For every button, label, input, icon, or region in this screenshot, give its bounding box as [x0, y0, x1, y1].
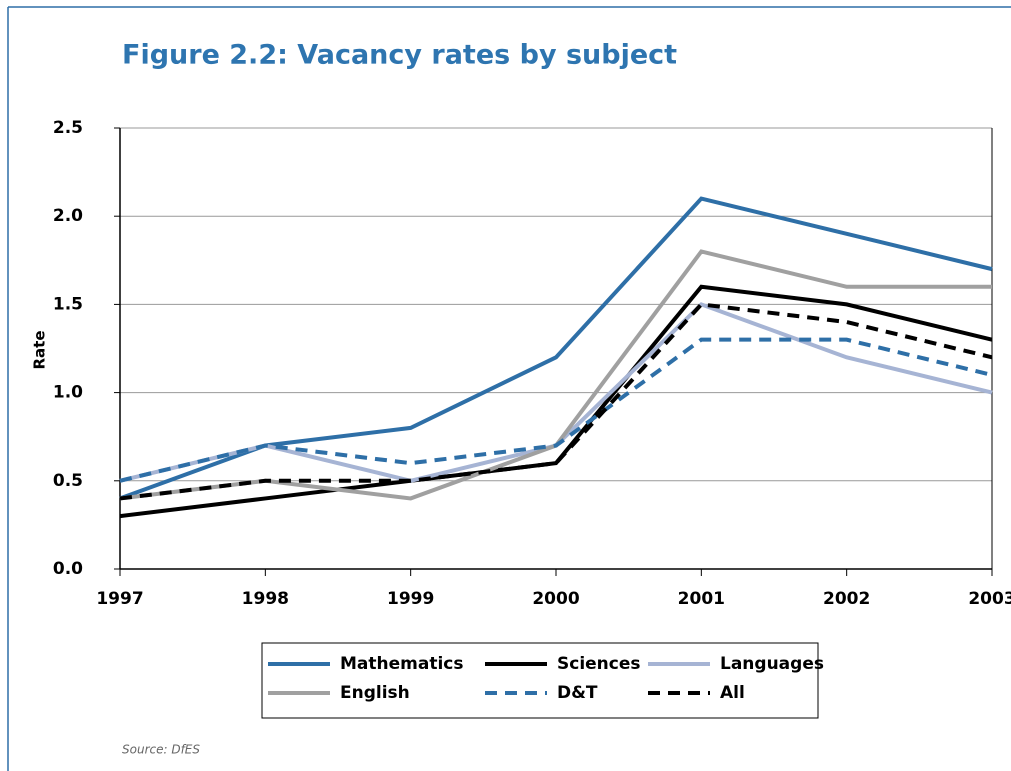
y-tick-label: 2.0 — [53, 206, 83, 226]
x-tick-label: 2003 — [968, 589, 1011, 609]
y-axis-label: Rate — [31, 330, 49, 369]
x-tick-label: 1997 — [96, 589, 143, 609]
y-tick-label: 0.0 — [53, 559, 83, 579]
legend-label: D&T — [557, 683, 598, 703]
series-line — [119, 302, 993, 501]
y-tick-label: 0.5 — [53, 471, 83, 491]
legend-label: English — [340, 683, 410, 703]
chart-title: Figure 2.2: Vacancy rates by subject — [122, 40, 677, 71]
legend-label: All — [720, 683, 745, 703]
x-tick-label: 1999 — [387, 589, 434, 609]
x-tick-label: 2000 — [532, 589, 579, 609]
x-tick-label: 2002 — [823, 589, 870, 609]
series-line — [119, 284, 993, 519]
legend-box — [261, 642, 819, 719]
x-tick-label: 1998 — [242, 589, 289, 609]
series-line — [119, 337, 993, 483]
y-tick-label: 1.5 — [53, 294, 83, 314]
legend-label: Mathematics — [340, 654, 463, 674]
legend-label: Sciences — [557, 654, 641, 674]
y-tick-label: 2.5 — [53, 118, 83, 138]
series-line — [119, 196, 993, 501]
source-note: Source: DfES — [122, 743, 200, 757]
y-tick-label: 1.0 — [53, 383, 83, 403]
legend-label: Languages — [720, 654, 824, 674]
x-tick-label: 2001 — [678, 589, 725, 609]
